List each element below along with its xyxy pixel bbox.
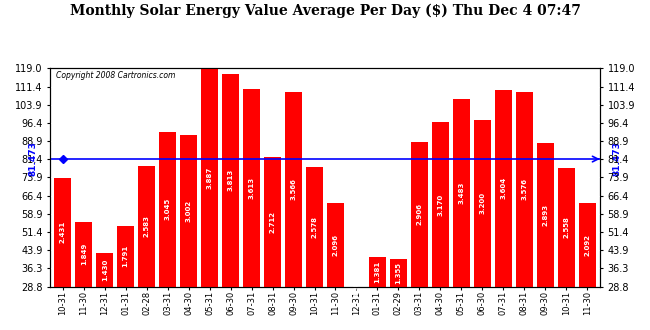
Bar [369, 257, 386, 286]
Text: 3.045: 3.045 [164, 198, 171, 220]
Bar [516, 92, 533, 286]
Text: 81.473: 81.473 [29, 142, 38, 177]
Bar [138, 166, 155, 286]
Bar [327, 203, 344, 286]
Bar [117, 226, 134, 286]
Text: 2.558: 2.558 [564, 216, 569, 238]
Text: 3.887: 3.887 [207, 166, 213, 188]
Bar [537, 143, 554, 286]
Text: 3.002: 3.002 [186, 200, 192, 222]
Text: 2.712: 2.712 [270, 211, 276, 233]
Bar [243, 89, 260, 286]
Text: 2.578: 2.578 [311, 216, 317, 238]
Text: 2.906: 2.906 [417, 203, 423, 225]
Text: 1.849: 1.849 [81, 243, 86, 265]
Bar [411, 142, 428, 286]
Text: Copyright 2008 Cartronics.com: Copyright 2008 Cartronics.com [56, 72, 175, 81]
Text: 1.355: 1.355 [395, 262, 402, 284]
Text: 2.096: 2.096 [333, 234, 339, 256]
Bar [55, 178, 71, 286]
Text: 1.791: 1.791 [123, 245, 129, 267]
Text: 3.613: 3.613 [248, 177, 255, 199]
Bar [180, 135, 197, 286]
Text: 3.483: 3.483 [458, 182, 464, 204]
Text: 3.813: 3.813 [227, 169, 233, 191]
Text: Monthly Solar Energy Value Average Per Day ($) Thu Dec 4 07:47: Monthly Solar Energy Value Average Per D… [70, 3, 580, 18]
Bar [432, 122, 448, 286]
Text: 3.576: 3.576 [521, 178, 527, 200]
Bar [390, 259, 407, 286]
Bar [579, 203, 595, 286]
Bar [285, 92, 302, 286]
Text: 3.200: 3.200 [479, 192, 486, 214]
Text: 3.604: 3.604 [500, 177, 506, 199]
Bar [306, 167, 323, 286]
Text: 3.170: 3.170 [437, 193, 443, 215]
Bar [474, 120, 491, 286]
Bar [159, 132, 176, 286]
Bar [202, 68, 218, 286]
Bar [75, 222, 92, 286]
Text: 1.430: 1.430 [101, 259, 108, 281]
Bar [495, 89, 512, 286]
Bar [222, 74, 239, 286]
Bar [264, 157, 281, 286]
Text: 2.893: 2.893 [542, 204, 549, 226]
Text: 2.431: 2.431 [60, 221, 66, 243]
Text: 1.381: 1.381 [374, 261, 380, 283]
Text: 2.092: 2.092 [584, 234, 590, 256]
Text: 0.987: 0.987 [354, 276, 359, 298]
Bar [96, 253, 113, 286]
Text: 3.566: 3.566 [291, 179, 296, 200]
Text: 2.583: 2.583 [144, 215, 150, 238]
Text: 81.473: 81.473 [612, 142, 621, 177]
Bar [558, 168, 575, 286]
Bar [453, 99, 470, 286]
